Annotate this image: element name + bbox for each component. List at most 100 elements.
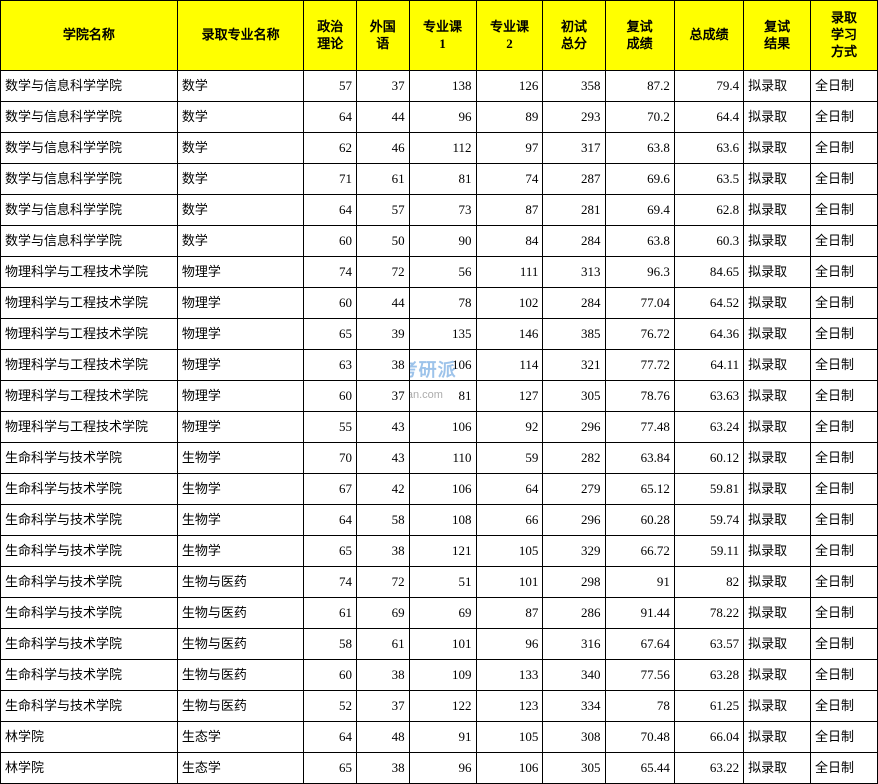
cell-politic: 60 (304, 381, 357, 412)
cell-retest: 91 (605, 567, 674, 598)
cell-retest: 77.48 (605, 412, 674, 443)
cell-retest: 70.2 (605, 102, 674, 133)
cell-s2: 74 (476, 164, 543, 195)
cell-retest: 77.56 (605, 660, 674, 691)
cell-politic: 57 (304, 71, 357, 102)
cell-retest: 60.28 (605, 505, 674, 536)
cell-college: 物理科学与工程技术学院 (1, 381, 178, 412)
cell-retest: 91.44 (605, 598, 674, 629)
cell-politic: 64 (304, 102, 357, 133)
table-row: 生命科学与技术学院生物与医药6169698728691.4478.22拟录取全日… (1, 598, 878, 629)
cell-prelim: 279 (543, 474, 605, 505)
cell-politic: 74 (304, 257, 357, 288)
header-total: 总成绩 (674, 1, 743, 71)
cell-politic: 64 (304, 722, 357, 753)
cell-politic: 61 (304, 598, 357, 629)
cell-major: 生物与医药 (177, 629, 304, 660)
table-row: 生命科学与技术学院生物与医药58611019631667.6463.57拟录取全… (1, 629, 878, 660)
cell-foreign: 58 (357, 505, 410, 536)
cell-college: 数学与信息科学学院 (1, 102, 178, 133)
cell-study: 全日制 (811, 226, 878, 257)
cell-s2: 64 (476, 474, 543, 505)
cell-politic: 65 (304, 753, 357, 784)
cell-major: 生物学 (177, 505, 304, 536)
cell-s1: 56 (409, 257, 476, 288)
cell-s1: 91 (409, 722, 476, 753)
cell-retest: 70.48 (605, 722, 674, 753)
cell-politic: 64 (304, 505, 357, 536)
cell-prelim: 316 (543, 629, 605, 660)
cell-study: 全日制 (811, 133, 878, 164)
cell-prelim: 286 (543, 598, 605, 629)
cell-foreign: 37 (357, 381, 410, 412)
header-prelim: 初试总分 (543, 1, 605, 71)
cell-s1: 109 (409, 660, 476, 691)
cell-major: 物理学 (177, 288, 304, 319)
cell-retest: 67.64 (605, 629, 674, 660)
cell-prelim: 308 (543, 722, 605, 753)
cell-study: 全日制 (811, 474, 878, 505)
header-college: 学院名称 (1, 1, 178, 71)
cell-politic: 64 (304, 195, 357, 226)
cell-study: 全日制 (811, 691, 878, 722)
cell-result: 拟录取 (744, 319, 811, 350)
header-s1: 专业课1 (409, 1, 476, 71)
table-row: 生命科学与技术学院生物学64581086629660.2859.74拟录取全日制 (1, 505, 878, 536)
cell-college: 数学与信息科学学院 (1, 71, 178, 102)
cell-prelim: 287 (543, 164, 605, 195)
cell-major: 生物学 (177, 536, 304, 567)
cell-retest: 78 (605, 691, 674, 722)
table-row: 生命科学与技术学院生物学67421066427965.1259.81拟录取全日制 (1, 474, 878, 505)
cell-college: 物理科学与工程技术学院 (1, 350, 178, 381)
header-politic: 政治理论 (304, 1, 357, 71)
cell-result: 拟录取 (744, 288, 811, 319)
cell-retest: 69.6 (605, 164, 674, 195)
cell-s1: 106 (409, 474, 476, 505)
cell-major: 物理学 (177, 319, 304, 350)
cell-foreign: 72 (357, 257, 410, 288)
cell-total: 60.3 (674, 226, 743, 257)
cell-politic: 67 (304, 474, 357, 505)
cell-s2: 84 (476, 226, 543, 257)
cell-prelim: 317 (543, 133, 605, 164)
cell-s1: 81 (409, 164, 476, 195)
cell-retest: 69.4 (605, 195, 674, 226)
table-row: 物理科学与工程技术学院物理学55431069229677.4863.24拟录取全… (1, 412, 878, 443)
cell-college: 生命科学与技术学院 (1, 443, 178, 474)
table-row: 数学与信息科学学院数学573713812635887.279.4拟录取全日制 (1, 71, 878, 102)
cell-politic: 65 (304, 536, 357, 567)
cell-total: 64.4 (674, 102, 743, 133)
cell-total: 61.25 (674, 691, 743, 722)
cell-s2: 87 (476, 598, 543, 629)
cell-s2: 96 (476, 629, 543, 660)
cell-study: 全日制 (811, 505, 878, 536)
cell-s1: 108 (409, 505, 476, 536)
cell-result: 拟录取 (744, 381, 811, 412)
table-row: 物理科学与工程技术学院物理学633810611432177.7264.11拟录取… (1, 350, 878, 381)
cell-total: 59.81 (674, 474, 743, 505)
cell-s2: 102 (476, 288, 543, 319)
cell-retest: 77.04 (605, 288, 674, 319)
cell-result: 拟录取 (744, 195, 811, 226)
cell-prelim: 305 (543, 381, 605, 412)
cell-result: 拟录取 (744, 660, 811, 691)
cell-major: 生态学 (177, 753, 304, 784)
cell-prelim: 334 (543, 691, 605, 722)
cell-result: 拟录取 (744, 598, 811, 629)
header-s2: 专业课2 (476, 1, 543, 71)
cell-foreign: 46 (357, 133, 410, 164)
cell-foreign: 38 (357, 753, 410, 784)
cell-major: 数学 (177, 133, 304, 164)
cell-foreign: 43 (357, 443, 410, 474)
cell-politic: 60 (304, 226, 357, 257)
cell-s2: 126 (476, 71, 543, 102)
cell-prelim: 313 (543, 257, 605, 288)
cell-s1: 101 (409, 629, 476, 660)
admission-table: 学院名称录取专业名称政治理论外国语专业课1专业课2初试总分复试成绩总成绩复试结果… (0, 0, 878, 784)
cell-prelim: 329 (543, 536, 605, 567)
cell-s2: 87 (476, 195, 543, 226)
cell-study: 全日制 (811, 71, 878, 102)
table-row: 物理科学与工程技术学院物理学653913514638576.7264.36拟录取… (1, 319, 878, 350)
cell-college: 林学院 (1, 753, 178, 784)
cell-foreign: 43 (357, 412, 410, 443)
